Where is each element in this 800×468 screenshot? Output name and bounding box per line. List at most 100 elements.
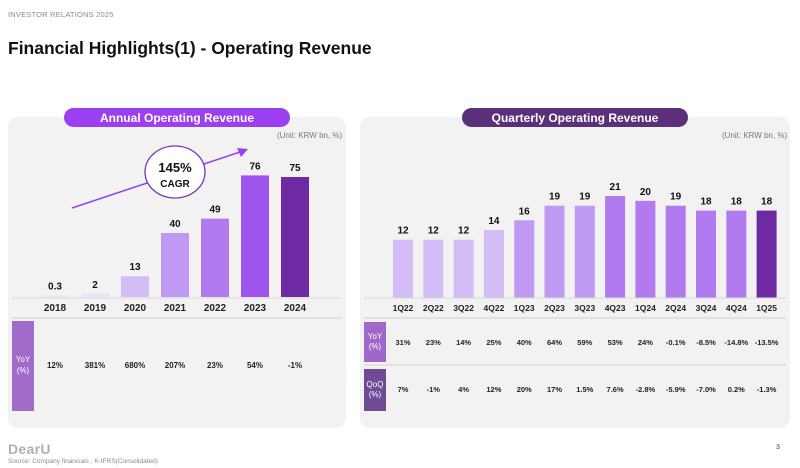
report-tag: INVESTOR RELATIONS 2025 xyxy=(8,10,114,19)
quarterly-qoq-row-label-box xyxy=(364,369,386,411)
page-number: 3 xyxy=(776,444,780,451)
quarterly-yoy-value-3Q23: 59% xyxy=(577,338,592,347)
quarterly-qoq-value-1Q25: -1.3% xyxy=(757,385,777,394)
quarterly-qoq-value-2Q24: -5.9% xyxy=(666,385,686,394)
annual-bar-2019 xyxy=(81,293,109,297)
quarterly-qoq-value-1Q24: -2.8% xyxy=(636,385,656,394)
cagr-badge xyxy=(144,145,206,199)
quarterly-qoq-value-3Q23: 1.5% xyxy=(576,385,593,394)
quarterly-bar-1Q22 xyxy=(393,239,413,298)
annual-bar-2018 xyxy=(41,295,69,297)
cagr-label: CAGR xyxy=(160,179,190,190)
cagr-arrow-head-icon xyxy=(237,148,248,157)
quarterly-yoy-row-label-box xyxy=(364,322,386,362)
quarterly-yoy-value-1Q25: -13.5% xyxy=(755,338,779,347)
quarterly-bar-4Q22 xyxy=(483,230,504,298)
quarterly-yoy-value-1Q24: 24% xyxy=(638,338,653,347)
quarterly-value-label-3Q22: 12 xyxy=(458,226,470,237)
quarterly-yoy-value-3Q24: -8.5% xyxy=(696,338,716,347)
quarterly-bar-3Q23 xyxy=(574,205,595,298)
quarterly-yoy-value-1Q23: 40% xyxy=(517,338,532,347)
quarterly-bar-2Q22 xyxy=(423,239,444,298)
annual-yoy-value-2018: 12% xyxy=(47,361,63,370)
quarterly-yoy-row-label-line1: YoY xyxy=(368,332,383,341)
quarterly-yoy-value-1Q22: 31% xyxy=(395,338,410,347)
annual-revenue-chart: 145% CAGR 0.3 2018 12% 2 2019 381% 13 2020 680% 40 2… xyxy=(12,145,342,411)
annual-tick-label-2024: 2024 xyxy=(284,303,307,314)
quarterly-yoy-row-label-line2: (%) xyxy=(369,342,382,351)
quarterly-tick-label-4Q22: 4Q22 xyxy=(484,303,505,313)
annual-value-label-2020: 13 xyxy=(129,262,141,273)
quarterly-title-pill: Quarterly Operating Revenue xyxy=(462,108,688,127)
quarterly-tick-label-2Q24: 2Q24 xyxy=(665,303,686,313)
annual-bar-2023 xyxy=(241,175,269,297)
quarterly-yoy-value-4Q22: 25% xyxy=(486,338,501,347)
quarterly-yoy-value-4Q24: -14.8% xyxy=(724,338,748,347)
quarterly-bar-1Q24 xyxy=(635,200,656,298)
quarterly-bar-3Q22 xyxy=(453,239,474,298)
annual-tick-label-2019: 2019 xyxy=(84,303,107,314)
annual-yoy-value-2021: 207% xyxy=(165,361,185,370)
annual-value-label-2023: 76 xyxy=(249,161,261,172)
quarterly-value-label-2Q22: 12 xyxy=(428,226,440,237)
quarterly-bar-4Q24 xyxy=(726,210,747,298)
quarterly-value-label-3Q24: 18 xyxy=(700,197,712,208)
quarterly-qoq-value-4Q24: 0.2% xyxy=(728,385,745,394)
cagr-value: 145% xyxy=(158,160,192,175)
quarterly-value-label-2Q24: 19 xyxy=(670,192,682,203)
quarterly-yoy-value-4Q23: 53% xyxy=(608,338,623,347)
quarterly-bar-4Q23 xyxy=(605,196,626,298)
page-title: Financial Highlights(1) - Operating Reve… xyxy=(8,38,372,58)
annual-tick-label-2023: 2023 xyxy=(244,303,267,314)
annual-yoy-row-label-box xyxy=(12,321,34,411)
annual-unit-label: (Unit: KRW bn, %) xyxy=(277,131,343,140)
quarterly-qoq-row-label-line2: (%) xyxy=(369,390,382,399)
annual-tick-label-2021: 2021 xyxy=(164,303,187,314)
quarterly-bar-1Q23 xyxy=(514,220,535,298)
annual-value-label-2018: 0.3 xyxy=(48,282,62,293)
quarterly-value-label-2Q23: 19 xyxy=(549,192,561,203)
quarterly-bar-2Q23 xyxy=(544,205,565,298)
quarterly-bar-2Q24 xyxy=(665,205,686,298)
quarterly-qoq-value-2Q23: 17% xyxy=(547,385,562,394)
annual-bar-2020 xyxy=(121,276,149,297)
quarterly-tick-label-4Q23: 4Q23 xyxy=(605,303,626,313)
quarterly-qoq-value-2Q22: -1% xyxy=(427,385,441,394)
quarterly-qoq-row-label-line1: QoQ xyxy=(367,380,384,389)
quarterly-yoy-value-3Q22: 14% xyxy=(456,338,471,347)
quarterly-value-label-1Q24: 20 xyxy=(640,187,652,198)
annual-title-pill: Annual Operating Revenue xyxy=(64,108,290,127)
quarterly-tick-label-4Q24: 4Q24 xyxy=(726,303,747,313)
quarterly-yoy-value-2Q22: 23% xyxy=(426,338,441,347)
quarterly-tick-label-1Q22: 1Q22 xyxy=(393,303,414,313)
annual-yoy-value-2024: -1% xyxy=(288,361,302,370)
quarterly-value-label-1Q23: 16 xyxy=(519,206,531,217)
annual-yoy-row-label-line2: (%) xyxy=(17,366,30,375)
quarterly-revenue-chart: 12 1Q22 31% 7% 12 2Q22 23% -1% 12 3Q22 14% 4% 14 4Q22… xyxy=(364,182,786,411)
quarterly-bar-3Q24 xyxy=(696,210,716,298)
quarterly-tick-label-1Q25: 1Q25 xyxy=(756,303,777,313)
quarterly-tick-label-3Q22: 3Q22 xyxy=(453,303,474,313)
quarterly-qoq-value-4Q22: 12% xyxy=(486,385,501,394)
quarterly-yoy-value-2Q24: -0.1% xyxy=(666,338,686,347)
annual-yoy-value-2019: 381% xyxy=(85,361,105,370)
quarterly-qoq-value-3Q22: 4% xyxy=(458,385,469,394)
quarterly-qoq-value-4Q23: 7.6% xyxy=(607,385,624,394)
quarterly-qoq-value-1Q23: 20% xyxy=(517,385,532,394)
quarterly-value-label-1Q22: 12 xyxy=(397,226,409,237)
annual-bar-2021 xyxy=(161,233,189,297)
source-note: Source: Company financials , K-IFRS(Cons… xyxy=(8,458,158,465)
quarterly-tick-label-1Q23: 1Q23 xyxy=(514,303,535,313)
quarterly-tick-label-2Q23: 2Q23 xyxy=(544,303,565,313)
quarterly-yoy-value-2Q23: 64% xyxy=(547,338,562,347)
annual-value-label-2022: 49 xyxy=(209,205,221,216)
annual-bar-2024 xyxy=(281,177,309,297)
annual-tick-label-2020: 2020 xyxy=(124,303,147,314)
annual-bar-2022 xyxy=(201,218,229,297)
quarterly-tick-label-1Q24: 1Q24 xyxy=(635,303,656,313)
annual-tick-label-2018: 2018 xyxy=(44,303,67,314)
quarterly-qoq-value-1Q22: 7% xyxy=(398,385,409,394)
quarterly-tick-label-3Q24: 3Q24 xyxy=(696,303,717,313)
quarterly-value-label-4Q22: 14 xyxy=(488,216,500,227)
annual-yoy-value-2023: 54% xyxy=(247,361,263,370)
